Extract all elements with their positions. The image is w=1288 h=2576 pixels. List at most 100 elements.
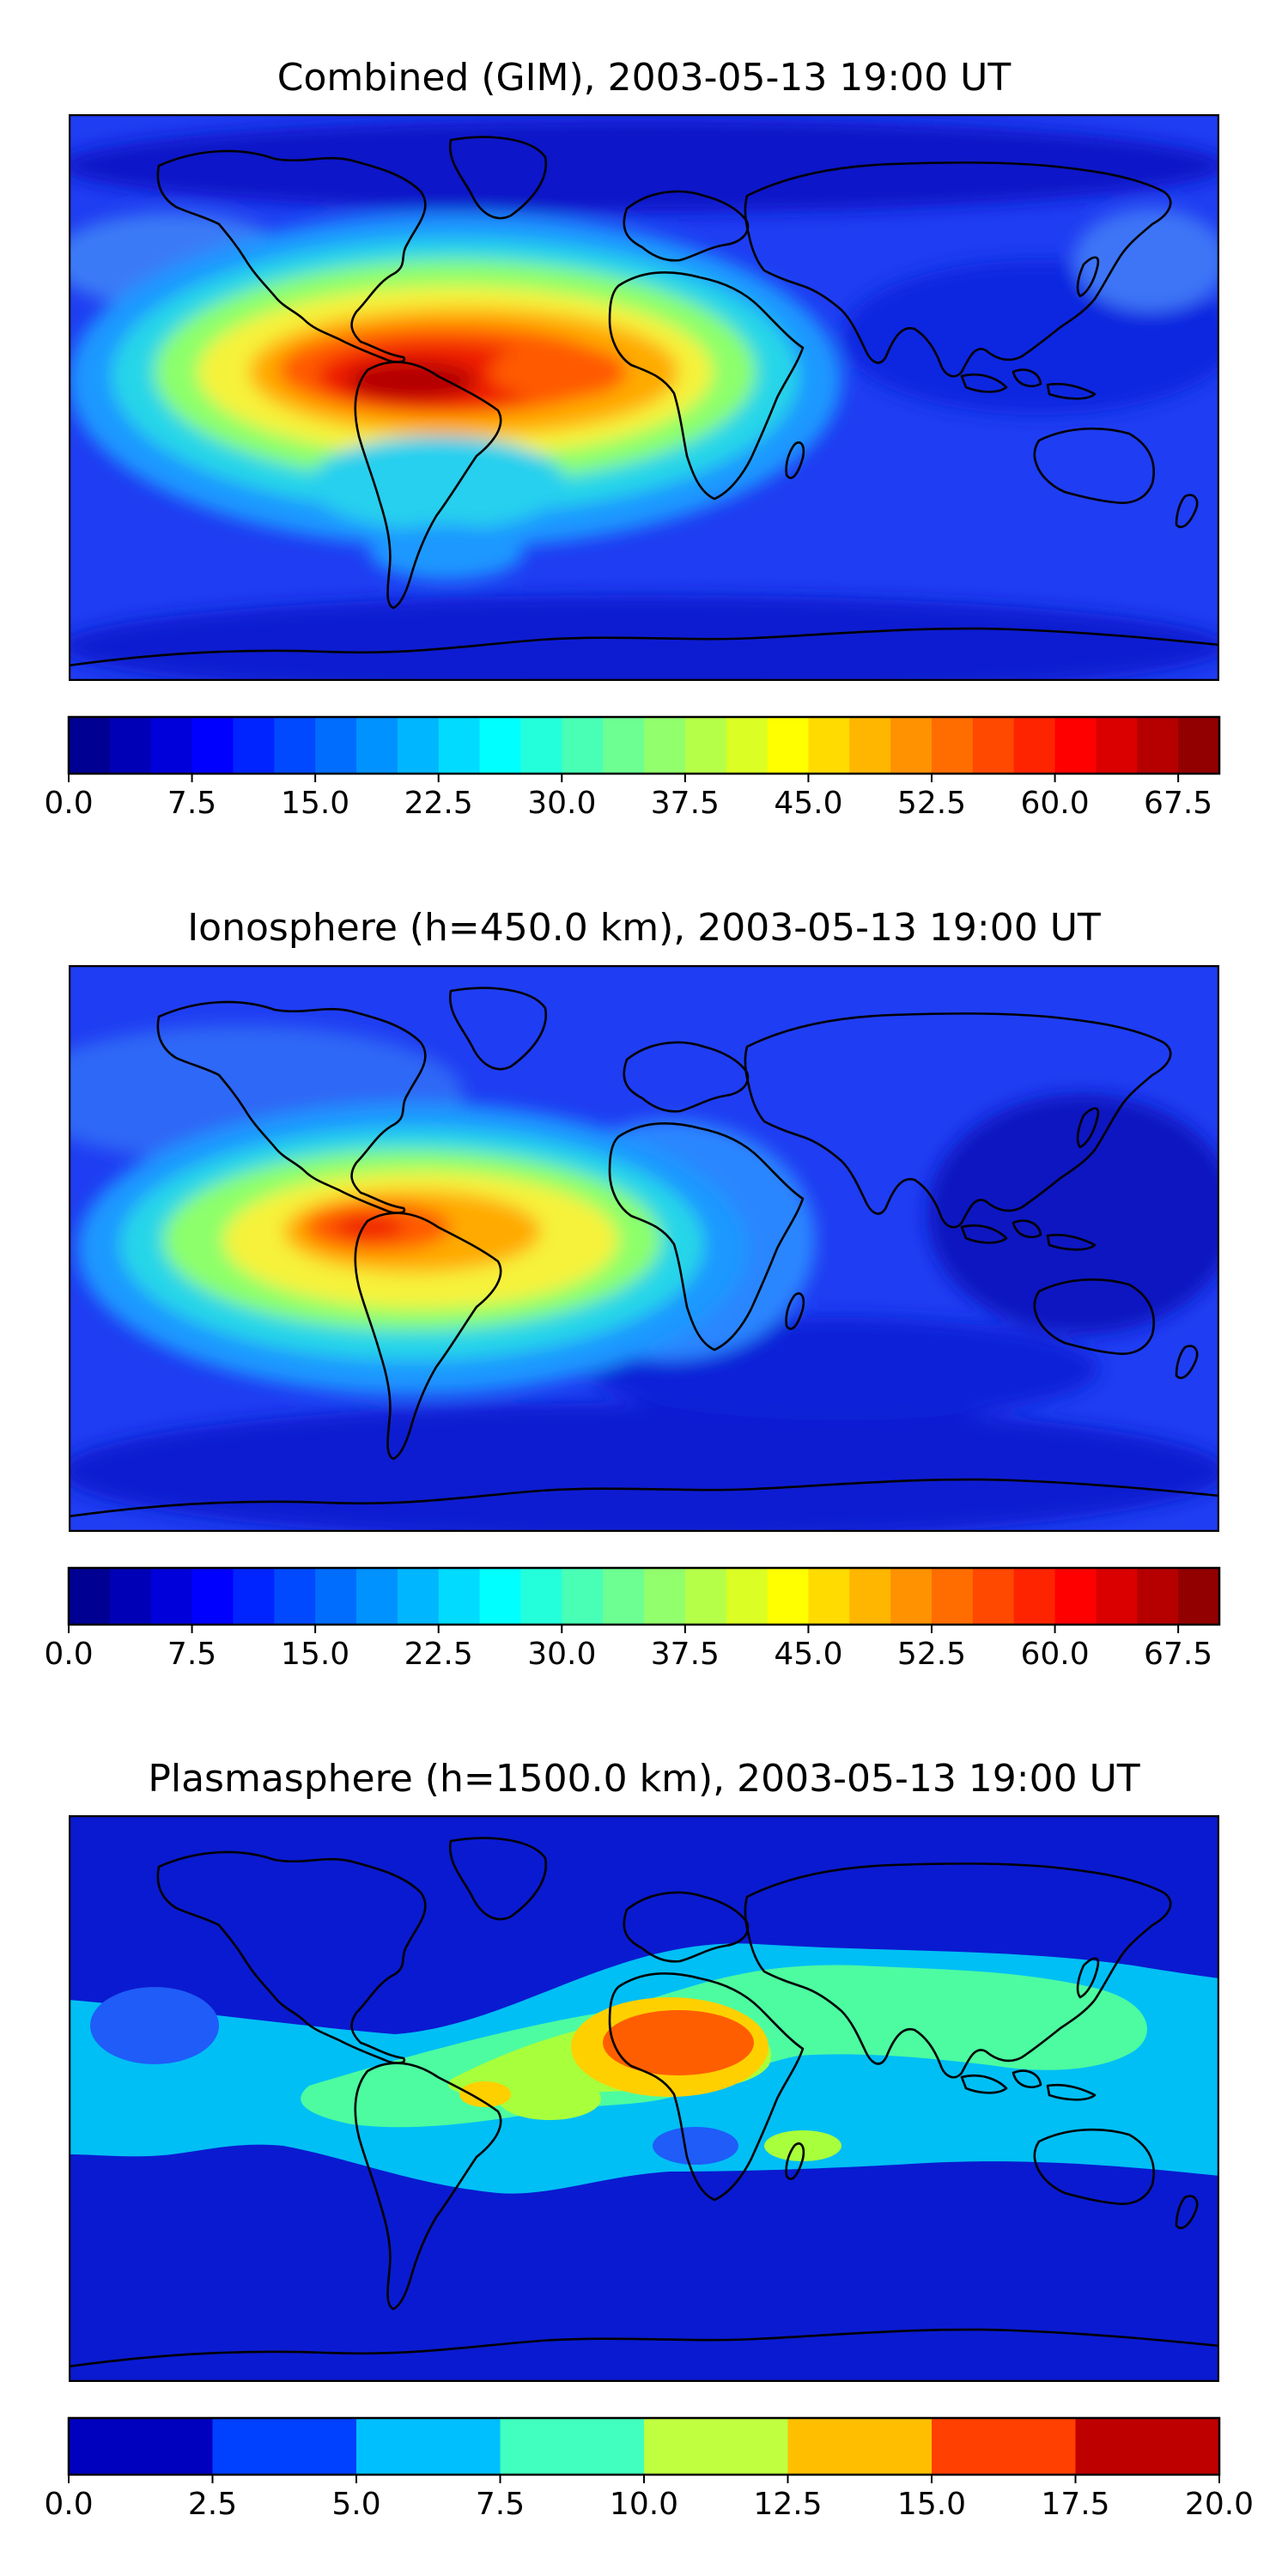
colorbar-tick-label: 15.0 (281, 1637, 349, 1672)
colorbar-cell (726, 1568, 769, 1625)
band-12.5-15-west (459, 2081, 511, 2107)
colorbar-cell (191, 717, 234, 774)
map-frame (69, 114, 1219, 681)
colorbar-cells (69, 2418, 1220, 2475)
colorbar-cell (684, 717, 727, 774)
colorbar-cell (315, 1568, 357, 1625)
panel-combined: Combined (GIM), 2003-05-13 19:00 UT (44, 56, 1221, 821)
colorbar-cell (1178, 717, 1220, 774)
colorbar-cell (603, 1568, 645, 1625)
colorbar-cell (274, 717, 316, 774)
colorbar-cell (808, 717, 850, 774)
colorbar-cell (356, 2418, 501, 2475)
colorbar-cells (69, 1568, 1220, 1625)
colorbar-cell (274, 1568, 316, 1625)
colorbar-cell (1178, 1568, 1220, 1625)
colorbar-tick-label: 45.0 (774, 1637, 842, 1672)
map-frame (69, 965, 1219, 1532)
colorbar-tick-label: 30.0 (527, 786, 596, 821)
colorbar-cell (520, 1568, 562, 1625)
colorbar-tick-label: 17.5 (1041, 2487, 1109, 2522)
map-plot (69, 114, 1219, 681)
colorbar-tick-label: 5.0 (331, 2487, 380, 2522)
band-2.5-5-west (90, 1987, 219, 2064)
colorbar-cell (972, 717, 1015, 774)
colorbar-border (67, 715, 1221, 775)
colorbar-tick-label: 20.0 (1185, 2487, 1254, 2522)
colorbar-tick-label: 67.5 (1144, 1637, 1212, 1672)
colorbar-cell (69, 1568, 111, 1625)
colorbar-tick-label: 7.5 (167, 786, 216, 821)
colorbar-cell (69, 717, 111, 774)
colorbar-cell (1054, 717, 1097, 774)
colorbar-tick-label: 0.0 (44, 2487, 93, 2522)
colorbar-cell (479, 1568, 522, 1625)
colorbar-cell (767, 1568, 810, 1625)
colorbar-tick-label: 7.5 (167, 1637, 216, 1672)
colorbar-cell (644, 1568, 686, 1625)
colorbar-cell (849, 717, 891, 774)
colorbar-cell (315, 717, 357, 774)
colorbar-cell (644, 2418, 789, 2475)
colorbar-cell (500, 2418, 645, 2475)
colorbar-cell (1075, 2418, 1220, 2475)
colorbar-tick-label: 45.0 (774, 786, 842, 821)
colorbar-tick-label: 60.0 (1020, 1637, 1089, 1672)
colorbar-tick-label: 30.0 (527, 1637, 596, 1672)
colorbar-cell (890, 717, 933, 774)
colorbar-cell (849, 1568, 891, 1625)
map-border (69, 965, 1219, 1532)
map-border (69, 1815, 1219, 2382)
field-blobs (69, 1025, 1219, 1532)
colorbar-tick-label: 10.0 (610, 2487, 678, 2522)
colorbar-cell (397, 1568, 440, 1625)
colorbar-tick-label: 0.0 (44, 786, 93, 821)
colorbar-tick-label: 52.5 (897, 786, 966, 821)
colorbar-cell (1013, 717, 1056, 774)
chart-title: Ionosphere (h=450.0 km), 2003-05-13 19:0… (187, 906, 1101, 950)
colorbar-cell (932, 717, 974, 774)
colorbar-ticks: 0.0 7.5 15.0 22.5 30.0 37.5 45.0 52.5 60.0 67.5 (44, 774, 1212, 821)
colorbar-cells (69, 717, 1220, 774)
colorbar-tick-label: 22.5 (404, 1637, 473, 1672)
colorbar-cell (808, 1568, 850, 1625)
colorbar-cell (438, 1568, 481, 1625)
colorbar-cell (767, 717, 810, 774)
colorbar-border (67, 1566, 1221, 1626)
colorbar-cell (109, 1568, 152, 1625)
map-plot (69, 1815, 1219, 2382)
colorbar-cell (684, 1568, 727, 1625)
colorbar-tick-label: 7.5 (476, 2487, 525, 2522)
colorbar-tick-label: 60.0 (1020, 786, 1089, 821)
colorbar-cell (932, 1568, 974, 1625)
colorbar-cell (397, 717, 440, 774)
colorbar: 0.0 7.5 15.0 22.5 30.0 37.5 45.0 52.5 60.0 67.5 (44, 715, 1221, 821)
colorbar-tick-label: 2.5 (188, 2487, 237, 2522)
colorbar-cell (150, 717, 193, 774)
colorbar-tick-label: 37.5 (651, 786, 720, 821)
colorbar: 0.0 7.5 15.0 22.5 30.0 37.5 45.0 52.5 60.0 67.5 (44, 1566, 1221, 1672)
colorbar-cell (438, 717, 481, 774)
colorbar-ticks: 0.0 7.5 15.0 22.5 30.0 37.5 45.0 52.5 60.0 67.5 (44, 1625, 1212, 1672)
colorbar-cell (69, 2418, 214, 2475)
colorbar-cell (1096, 717, 1138, 774)
band-10-12.5-sa (498, 2077, 601, 2120)
colorbar-cell (972, 1568, 1015, 1625)
colorbar-cell (233, 717, 275, 774)
map-plot (69, 965, 1219, 1532)
colorbar-cell (932, 2418, 1077, 2475)
colorbar-cell (1096, 1568, 1138, 1625)
colorbar-cell (1137, 1568, 1179, 1625)
colorbar-cell (520, 717, 562, 774)
field-blobs (69, 118, 1219, 681)
colorbar-tick-label: 67.5 (1144, 786, 1212, 821)
colorbar-cell (603, 717, 645, 774)
colorbar-cell (787, 2418, 933, 2475)
colorbar-tick-label: 15.0 (281, 786, 349, 821)
colorbar-tick-label: 37.5 (651, 1637, 720, 1672)
colorbar-cell (726, 717, 769, 774)
map-frame (69, 1815, 1219, 2382)
colorbar-tick-label: 0.0 (44, 1637, 93, 1672)
panel-plasmasphere: Plasmasphere (h=1500.0 km), 2003-05-13 1… (44, 1757, 1254, 2522)
